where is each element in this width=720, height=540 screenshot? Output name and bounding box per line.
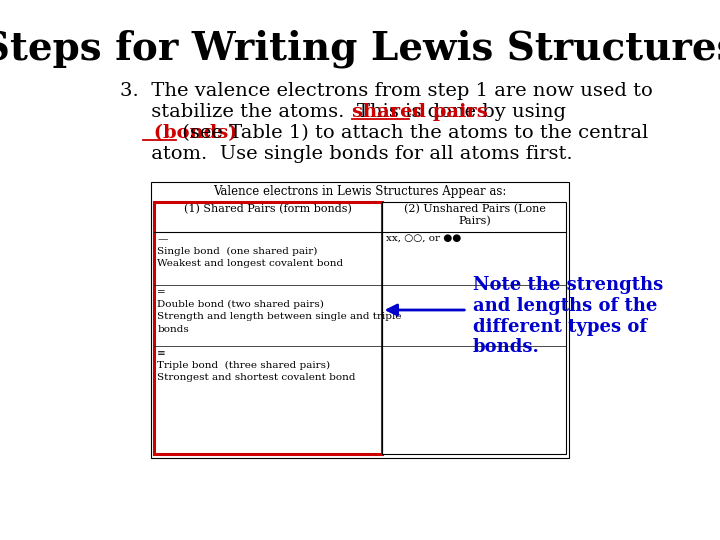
Text: (see Table 1) to attach the atoms to the central: (see Table 1) to attach the atoms to the…	[176, 124, 649, 142]
Bar	[382, 202, 566, 454]
Text: xx, ○○, or ●●: xx, ○○, or ●●	[386, 235, 462, 244]
Text: shared pairs: shared pairs	[352, 103, 487, 121]
Text: stabilize the atoms.  This is done by using: stabilize the atoms. This is done by usi…	[120, 103, 572, 121]
Text: Note the strengths
and lengths of the
different types of
bonds.: Note the strengths and lengths of the di…	[473, 276, 663, 356]
Text: Valence electrons in Lewis Structures Appear as:: Valence electrons in Lewis Structures Ap…	[213, 185, 507, 198]
Text: (2) Unshared Pairs (Lone
Pairs): (2) Unshared Pairs (Lone Pairs)	[403, 204, 545, 226]
Text: Steps for Writing Lewis Structures: Steps for Writing Lewis Structures	[0, 30, 720, 69]
Text: (bonds): (bonds)	[120, 124, 237, 142]
Text: =
Double bond (two shared pairs)
Strength and length between single and triple
b: = Double bond (two shared pairs) Strengt…	[157, 288, 402, 334]
Text: atom.  Use single bonds for all atoms first.: atom. Use single bonds for all atoms fir…	[120, 145, 572, 163]
Text: ≡
Triple bond  (three shared pairs)
Strongest and shortest covalent bond: ≡ Triple bond (three shared pairs) Stron…	[157, 349, 356, 382]
Text: —
Single bond  (one shared pair)
Weakest and longest covalent bond: — Single bond (one shared pair) Weakest …	[157, 235, 343, 268]
Bar	[151, 182, 569, 458]
Bar	[154, 202, 382, 454]
Text: (1) Shared Pairs (form bonds): (1) Shared Pairs (form bonds)	[184, 204, 352, 214]
Text: 3.  The valence electrons from step 1 are now used to: 3. The valence electrons from step 1 are…	[120, 82, 652, 100]
